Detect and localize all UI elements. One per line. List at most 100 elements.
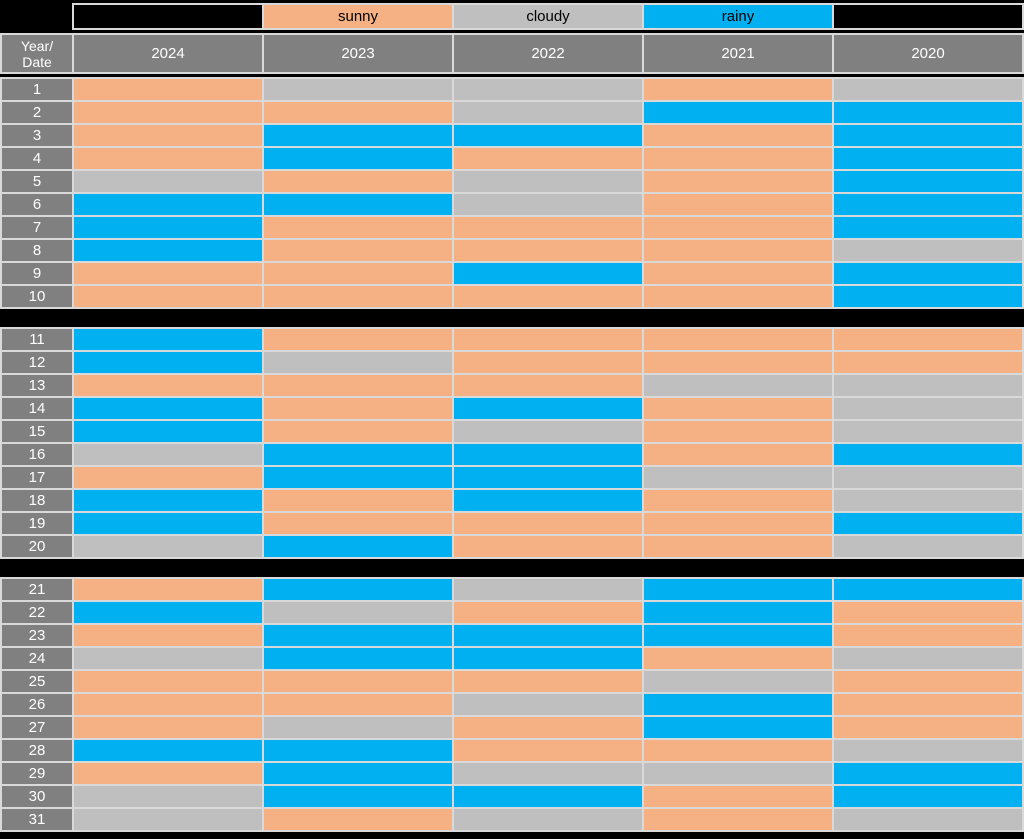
weather-cell-2023-day-18-sunny: [264, 490, 452, 511]
weather-cell-2024-day-23-sunny: [74, 625, 262, 646]
weather-cell-2022-day-13-sunny: [454, 375, 642, 396]
weather-cell-2021-day-26-rainy: [644, 694, 832, 715]
weather-cell-2024-day-4-sunny: [74, 148, 262, 169]
date-row-label-4: 4: [2, 148, 72, 169]
weather-cell-2022-day-11-sunny: [454, 329, 642, 350]
weather-cell-2022-day-2-cloudy: [454, 102, 642, 123]
weather-cell-2024-day-17-sunny: [74, 467, 262, 488]
date-row-label-28: 28: [2, 740, 72, 761]
weather-cell-2024-day-11-rainy: [74, 329, 262, 350]
weather-cell-2024-day-15-rainy: [74, 421, 262, 442]
weather-cell-2020-day-23-sunny: [834, 625, 1022, 646]
weather-cell-2023-day-15-sunny: [264, 421, 452, 442]
weather-cell-2020-day-13-cloudy: [834, 375, 1022, 396]
weather-cell-2023-day-19-sunny: [264, 513, 452, 534]
weather-cell-2020-day-6-rainy: [834, 194, 1022, 215]
legend-item-rainy: rainy: [644, 5, 832, 28]
corner-header-year-date: Year/ Date: [2, 35, 72, 72]
date-row-label-14: 14: [2, 398, 72, 419]
weather-cell-2022-day-9-rainy: [454, 263, 642, 284]
legend-item-cloudy: cloudy: [454, 5, 642, 28]
date-row-label-24: 24: [2, 648, 72, 669]
weather-cell-2021-day-22-rainy: [644, 602, 832, 623]
weather-cell-2022-day-29-cloudy: [454, 763, 642, 784]
column-header-2024: 2024: [74, 35, 262, 72]
weather-cell-2022-day-28-sunny: [454, 740, 642, 761]
date-row-label-2: 2: [2, 102, 72, 123]
legend-item-blank-1: [74, 5, 262, 28]
column-header-2020: 2020: [834, 35, 1022, 72]
weather-cell-2023-day-24-rainy: [264, 648, 452, 669]
weather-cell-2020-day-20-cloudy: [834, 536, 1022, 557]
weather-cell-2021-day-6-sunny: [644, 194, 832, 215]
weather-cell-2021-day-14-sunny: [644, 398, 832, 419]
weather-cell-2022-day-1-cloudy: [454, 79, 642, 100]
weather-cell-2020-day-11-sunny: [834, 329, 1022, 350]
corner-header-line1: Year/: [20, 37, 54, 54]
weather-cell-2021-day-28-sunny: [644, 740, 832, 761]
date-row-label-26: 26: [2, 694, 72, 715]
weather-cell-2021-day-16-sunny: [644, 444, 832, 465]
date-row-label-15: 15: [2, 421, 72, 442]
date-row-label-22: 22: [2, 602, 72, 623]
weather-cell-2022-day-23-rainy: [454, 625, 642, 646]
date-row-label-13: 13: [2, 375, 72, 396]
weather-cell-2021-day-30-sunny: [644, 786, 832, 807]
weather-cell-2020-day-12-sunny: [834, 352, 1022, 373]
weather-cell-2021-day-13-cloudy: [644, 375, 832, 396]
weather-cell-2021-day-7-sunny: [644, 217, 832, 238]
weather-cell-2020-day-27-sunny: [834, 717, 1022, 738]
weather-cell-2020-day-3-rainy: [834, 125, 1022, 146]
weather-cell-2023-day-14-sunny: [264, 398, 452, 419]
column-header-2021: 2021: [644, 35, 832, 72]
date-row-label-29: 29: [2, 763, 72, 784]
weather-cell-2020-day-15-cloudy: [834, 421, 1022, 442]
weather-cell-2021-day-10-sunny: [644, 286, 832, 307]
weather-cell-2024-day-22-rainy: [74, 602, 262, 623]
weather-cell-2022-day-22-sunny: [454, 602, 642, 623]
table-section-days-1-10: 1 2 3 4 5 6 7 8 9 10: [0, 77, 1024, 309]
weather-cell-2022-day-19-sunny: [454, 513, 642, 534]
weather-cell-2021-day-24-sunny: [644, 648, 832, 669]
date-row-label-11: 11: [2, 329, 72, 350]
weather-cell-2020-day-17-cloudy: [834, 467, 1022, 488]
legend: sunny cloudy rainy: [0, 3, 1024, 30]
weather-cell-2022-day-5-cloudy: [454, 171, 642, 192]
column-header-2023: 2023: [264, 35, 452, 72]
weather-cell-2020-day-18-cloudy: [834, 490, 1022, 511]
weather-cell-2023-day-20-rainy: [264, 536, 452, 557]
date-row-label-25: 25: [2, 671, 72, 692]
legend-item-blank-2: [834, 5, 1022, 28]
corner-header-line2: Date: [22, 53, 52, 70]
column-header-2022: 2022: [454, 35, 642, 72]
weather-cell-2022-day-3-rainy: [454, 125, 642, 146]
weather-cell-2020-day-5-rainy: [834, 171, 1022, 192]
weather-cell-2022-day-21-cloudy: [454, 579, 642, 600]
weather-cell-2022-day-24-rainy: [454, 648, 642, 669]
date-row-label-8: 8: [2, 240, 72, 261]
weather-cell-2021-day-17-cloudy: [644, 467, 832, 488]
weather-cell-2023-day-22-cloudy: [264, 602, 452, 623]
weather-cell-2021-day-18-sunny: [644, 490, 832, 511]
weather-cell-2021-day-5-sunny: [644, 171, 832, 192]
weather-cell-2023-day-31-sunny: [264, 809, 452, 830]
weather-cell-2020-day-14-cloudy: [834, 398, 1022, 419]
weather-cell-2022-day-30-rainy: [454, 786, 642, 807]
weather-cell-2022-day-15-cloudy: [454, 421, 642, 442]
weather-cell-2023-day-25-sunny: [264, 671, 452, 692]
weather-cell-2023-day-27-cloudy: [264, 717, 452, 738]
table-section-days-21-31: 21 22 23 24 25 26 27 28 29 30 31: [0, 577, 1024, 832]
weather-cell-2023-day-29-rainy: [264, 763, 452, 784]
weather-cell-2024-day-6-rainy: [74, 194, 262, 215]
weather-cell-2020-day-21-rainy: [834, 579, 1022, 600]
weather-cell-2021-day-31-sunny: [644, 809, 832, 830]
weather-cell-2020-day-4-rainy: [834, 148, 1022, 169]
weather-cell-2023-day-1-cloudy: [264, 79, 452, 100]
weather-cell-2022-day-20-sunny: [454, 536, 642, 557]
weather-cell-2023-day-7-sunny: [264, 217, 452, 238]
weather-cell-2021-day-29-cloudy: [644, 763, 832, 784]
date-row-label-20: 20: [2, 536, 72, 557]
weather-cell-2024-day-21-sunny: [74, 579, 262, 600]
weather-cell-2024-day-27-sunny: [74, 717, 262, 738]
